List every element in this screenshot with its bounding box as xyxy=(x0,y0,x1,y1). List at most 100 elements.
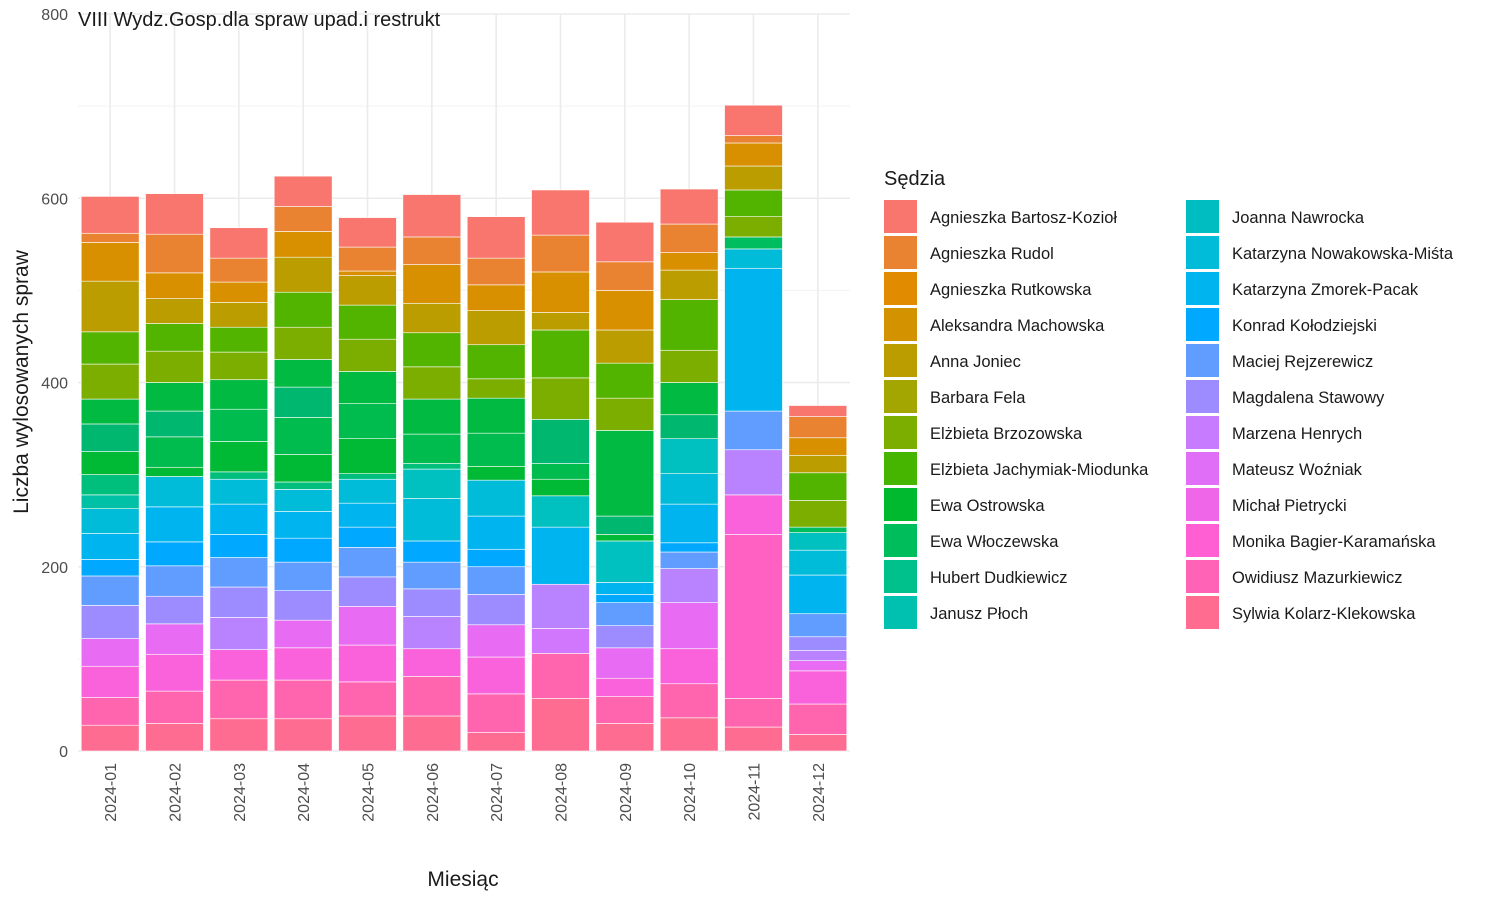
bar-segment xyxy=(338,526,397,548)
legend-label: Konrad Kołodziejski xyxy=(1232,317,1377,335)
bar-segment xyxy=(80,363,140,400)
legend-swatch xyxy=(884,596,917,629)
bar-segment xyxy=(402,332,462,368)
legend-label: Marzena Henrych xyxy=(1232,425,1362,443)
bar-segment xyxy=(273,679,333,720)
legend-label: Barbara Fela xyxy=(930,389,1026,407)
bar-segment xyxy=(338,217,397,248)
legend-label: Owidiusz Mazurkiewicz xyxy=(1232,569,1403,587)
bar-segment xyxy=(659,269,719,300)
x-tick-label: 2024-06 xyxy=(425,763,442,822)
bar-segment xyxy=(80,451,140,475)
bar-segment xyxy=(338,246,397,272)
bar-segment xyxy=(788,734,848,752)
bar-segment xyxy=(466,594,526,626)
bar-segment xyxy=(724,449,783,496)
bar-segment xyxy=(402,468,462,499)
bar-segment xyxy=(402,398,462,435)
bar-segment xyxy=(273,561,333,592)
legend-swatch xyxy=(884,344,917,377)
bar-segment xyxy=(724,135,783,144)
bar-segment xyxy=(595,696,655,724)
bar-segment xyxy=(531,189,590,236)
bar-segment xyxy=(209,557,269,588)
bar-segment xyxy=(788,574,848,615)
legend-label: Michał Pietrycki xyxy=(1232,497,1347,515)
bar-segment xyxy=(788,526,848,533)
bar-segment xyxy=(209,534,269,558)
bar-segment xyxy=(209,478,269,505)
bar-segment xyxy=(338,371,397,404)
chart-title: VIII Wydz.Gosp.dla spraw upad.i restrukt xyxy=(78,9,441,31)
bar-segment xyxy=(145,466,204,477)
bar-segment xyxy=(659,223,719,253)
legend-swatch xyxy=(1186,452,1219,485)
x-tick-label: 2024-05 xyxy=(361,763,378,822)
bar-segment xyxy=(402,540,462,563)
bar-segment xyxy=(659,683,719,719)
bar-segment xyxy=(788,405,848,417)
bar-segment xyxy=(145,323,204,352)
bar-segment xyxy=(466,432,526,467)
bar-segment xyxy=(595,625,655,649)
bar-segment xyxy=(273,231,333,258)
x-tick-label: 2024-12 xyxy=(811,763,828,822)
bar-segment xyxy=(595,329,655,364)
legend-label: Hubert Dudkiewicz xyxy=(930,569,1068,587)
legend-label: Elżbieta Jachymiak-Miodunka xyxy=(930,461,1149,479)
bar-segment xyxy=(145,298,204,324)
bar-segment xyxy=(466,479,526,517)
bar-segment xyxy=(788,437,848,456)
bar-segment xyxy=(273,291,333,328)
legend-label: Mateusz Woźniak xyxy=(1232,461,1363,479)
bar-segment xyxy=(273,619,333,649)
legend-title: Sędzia xyxy=(884,168,946,190)
bar-segment xyxy=(788,454,848,474)
x-tick-label: 2024-04 xyxy=(296,763,313,822)
bar-segment xyxy=(788,416,848,439)
legend-label: Ewa Ostrowska xyxy=(930,497,1045,515)
legend-swatch xyxy=(884,200,917,233)
legend-label: Monika Bagier-Karamańska xyxy=(1232,533,1436,551)
bar-segment xyxy=(145,541,204,567)
bar-segment xyxy=(338,438,397,475)
bar-segment xyxy=(595,515,655,535)
bar-segment xyxy=(273,175,333,207)
bar-segment xyxy=(724,236,783,250)
bar-segment xyxy=(659,602,719,650)
legend-swatch xyxy=(1186,416,1219,449)
bar-segment xyxy=(402,463,462,470)
legend-label: Magdalena Stawowy xyxy=(1232,389,1385,407)
bar-segment xyxy=(466,624,526,658)
bar-segment xyxy=(209,281,269,303)
bar-segment xyxy=(273,481,333,490)
legend-label: Elżbieta Brzozowska xyxy=(930,425,1083,443)
bar-segment xyxy=(466,257,526,286)
legend-swatch xyxy=(1186,380,1219,413)
y-tick-label: 200 xyxy=(41,560,68,577)
y-tick-label: 400 xyxy=(41,376,68,393)
bar-segment xyxy=(273,489,333,512)
legend-label: Anna Joniec xyxy=(930,353,1021,371)
bar-segment xyxy=(80,559,140,577)
bar-segment xyxy=(659,568,719,603)
bar-segment xyxy=(402,264,462,304)
x-tick-label: 2024-03 xyxy=(232,763,249,822)
bar-segment xyxy=(338,270,397,276)
bar-segment xyxy=(466,344,526,380)
bar-segment xyxy=(209,649,269,681)
legend-swatch xyxy=(1186,344,1219,377)
bar-segment xyxy=(145,723,204,752)
legend-label: Katarzyna Zmorek-Pacak xyxy=(1232,281,1419,299)
x-tick-label: 2024-09 xyxy=(618,763,635,822)
bar-segment xyxy=(209,302,269,328)
bar-segment xyxy=(402,498,462,542)
bar-segment xyxy=(338,644,397,683)
bar-segment xyxy=(402,648,462,677)
legend-swatch xyxy=(884,308,917,341)
legend-swatch xyxy=(1186,200,1219,233)
bar-segment xyxy=(80,232,140,243)
bar-segment xyxy=(659,503,719,544)
bar-segment xyxy=(466,397,526,434)
bar-segment xyxy=(80,423,140,452)
